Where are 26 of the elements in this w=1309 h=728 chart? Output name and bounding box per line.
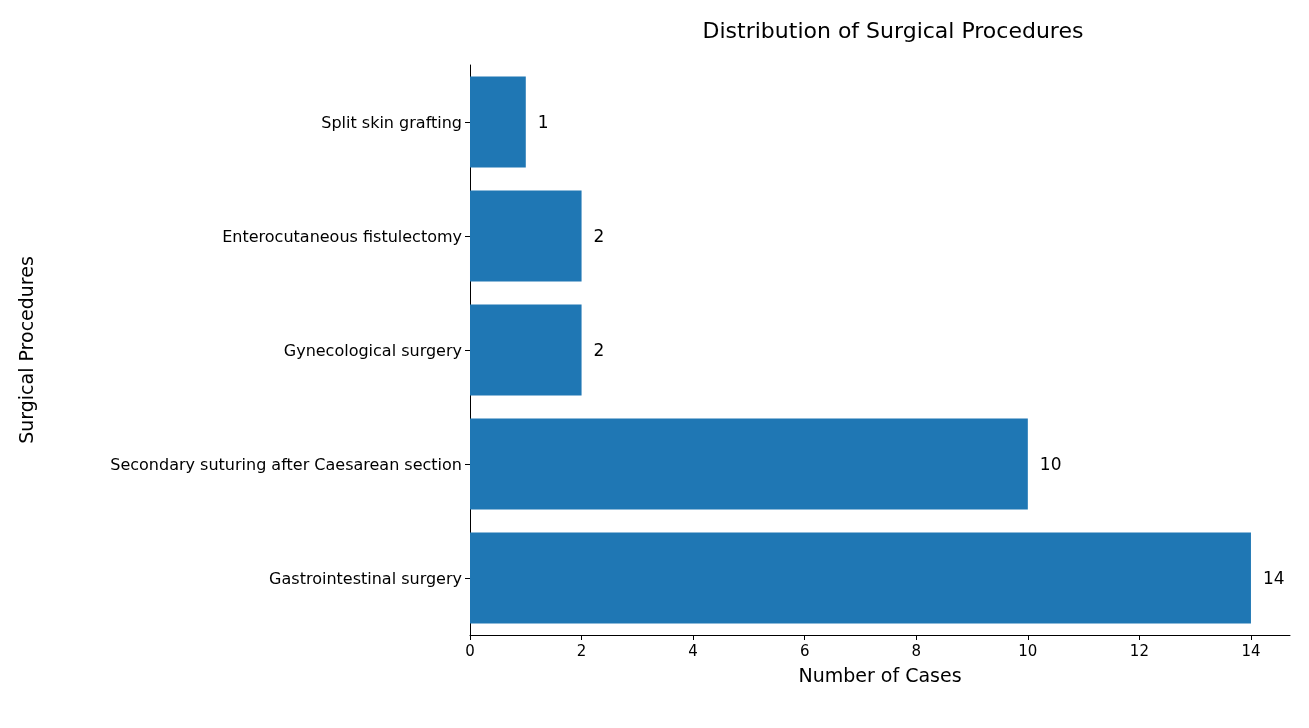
x-tick-label: 10: [1018, 641, 1038, 660]
data-label: 2: [593, 340, 605, 360]
y-tick-label: Split skin grafting: [321, 112, 462, 132]
x-tick-label: 0: [465, 641, 475, 660]
bar: [470, 418, 1028, 510]
y-axis-title: Surgical Procedures: [14, 256, 37, 444]
x-tick-label: 6: [799, 641, 810, 660]
bar: [470, 304, 582, 396]
x-axis-title: Number of Cases: [798, 663, 962, 686]
chart-title: Distribution of Surgical Procedures: [702, 17, 1084, 43]
x-tick-label: 14: [1241, 641, 1261, 660]
data-label: 10: [1039, 454, 1062, 474]
x-tick-label: 8: [911, 641, 922, 660]
bar: [470, 190, 582, 282]
x-tick-label: 2: [576, 641, 587, 660]
y-tick-label: Enterocutaneous fistulectomy: [222, 226, 462, 246]
data-label: 1: [537, 112, 549, 132]
y-tick-label: Gastrointestinal surgery: [269, 568, 462, 588]
y-tick-label: Secondary suturing after Caesarean section: [110, 454, 462, 474]
data-label: 2: [593, 226, 605, 246]
x-tick-label: 4: [688, 641, 698, 660]
data-label: 14: [1262, 568, 1285, 588]
y-tick-label: Gynecological surgery: [283, 340, 462, 360]
bar: [470, 76, 526, 168]
bar: [470, 532, 1251, 624]
x-tick-label: 12: [1129, 641, 1149, 660]
